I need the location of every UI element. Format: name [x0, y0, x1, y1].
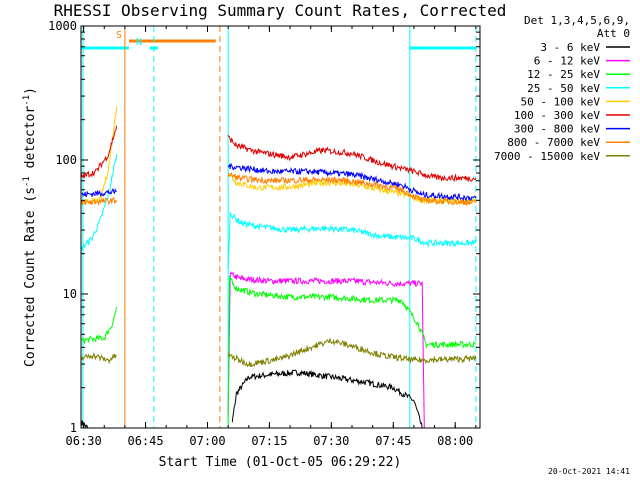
series-100-300-kev	[81, 125, 477, 183]
series-line	[81, 154, 118, 251]
y-tick-label: 1	[70, 421, 77, 435]
x-tick-label: 07:15	[251, 434, 287, 448]
series-line	[227, 211, 477, 270]
series-800-7000-kev	[81, 172, 477, 207]
y-axis-label-exponent: -1	[22, 176, 32, 187]
y-axis-label-part: detector	[23, 106, 38, 177]
series-25-50-kev	[81, 154, 477, 270]
plot-frame	[80, 25, 481, 429]
x-axis-ticks: 06:30 06:45 07:00 07:15 07:30 07:45 08:00	[66, 26, 477, 448]
series-line	[227, 338, 477, 368]
series-3-6-kev	[81, 369, 423, 429]
y-axis-ticks: 1 10 100 1000	[48, 19, 480, 435]
legend-label: 12 - 25 keV	[527, 68, 600, 81]
series-line	[81, 352, 117, 365]
series-line	[81, 196, 118, 207]
chart-title: RHESSI Observing Summary Count Rates, Co…	[54, 1, 507, 20]
series-6-12-kev	[227, 270, 425, 429]
legend-header-line: Att 0	[597, 27, 630, 40]
x-tick-label: 07:30	[313, 434, 349, 448]
series-12-25-kev	[81, 275, 477, 428]
legend-label: 6 - 12 keV	[534, 55, 601, 68]
flag-bars: SN	[81, 30, 476, 50]
y-axis-label-part: )	[23, 87, 38, 95]
x-axis-label: Start Time (01-Oct-05 06:29:22)	[159, 455, 402, 470]
series-line	[81, 125, 118, 179]
series-line	[227, 172, 477, 207]
series-line	[227, 270, 425, 429]
flag-label: S	[116, 30, 122, 41]
series-layer	[81, 106, 477, 429]
y-tick-label: 1000	[48, 19, 77, 33]
legend-label: 25 - 50 keV	[527, 82, 600, 95]
y-tick-label: 100	[55, 153, 77, 167]
flag-label: N	[136, 37, 142, 48]
x-tick-label: 06:45	[127, 434, 163, 448]
series-line	[81, 306, 118, 345]
series-line	[227, 275, 477, 428]
series-7000-15000-kev	[81, 338, 477, 368]
legend-label: 3 - 6 keV	[540, 41, 600, 54]
series-line	[81, 420, 89, 429]
series-300-800-kev	[81, 163, 477, 202]
y-tick-label: 10	[63, 287, 77, 301]
y-axis-label: Corrected Count Rate (s-1 detector-1)	[22, 87, 38, 367]
legend-label: 50 - 100 keV	[521, 95, 601, 108]
series-line	[231, 369, 423, 429]
y-axis-label-exponent: -1	[22, 95, 32, 106]
x-tick-label: 07:45	[375, 434, 411, 448]
x-tick-label: 07:00	[189, 434, 225, 448]
x-tick-label: 06:30	[66, 434, 102, 448]
x-tick-label: 08:00	[437, 434, 473, 448]
legend-label: 100 - 300 keV	[514, 109, 600, 122]
legend-label: 300 - 800 keV	[514, 123, 600, 136]
series-line	[81, 106, 118, 206]
vertical-markers	[82, 26, 477, 428]
y-axis-label-part: Corrected Count Rate (s	[23, 187, 38, 367]
legend-label: 800 - 7000 keV	[507, 136, 600, 149]
legend-header-line: Det 1,3,4,5,6,9,	[524, 14, 630, 27]
series-line	[81, 188, 117, 198]
legend-label: 7000 - 15000 keV	[494, 150, 600, 163]
series-line	[227, 134, 477, 183]
footer-timestamp: 20-Oct-2021 14:41	[548, 467, 630, 476]
series-line	[227, 163, 477, 202]
